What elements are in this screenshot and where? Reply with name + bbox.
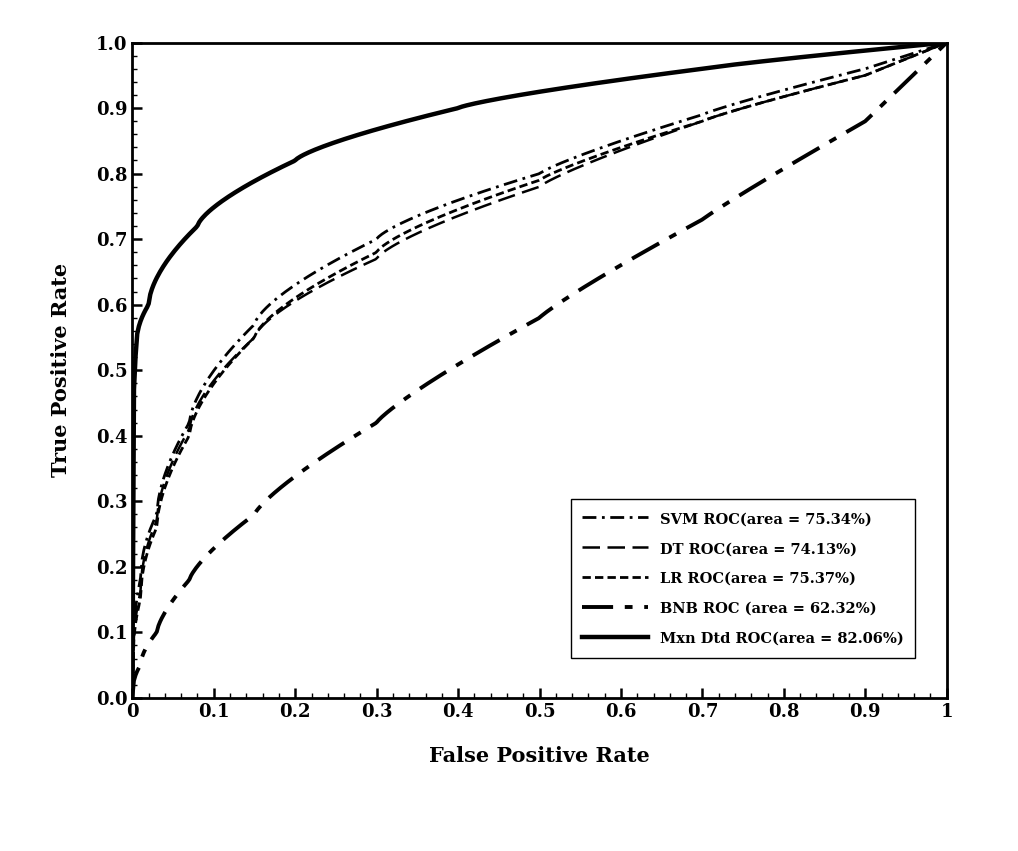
SVM ROC(area = 75.34%) [921,43,934,54]
Line: BNB ROC (area = 62.32%): BNB ROC (area = 62.32%) [132,43,947,698]
Mxn Dtd ROC(area = 82.06%) [126,693,138,703]
SVM ROC(area = 75.34%) [941,37,953,48]
Mxn Dtd ROC(area = 82.06%) [941,37,953,48]
Mxn Dtd ROC(area = 82.06%) [794,52,806,62]
DT ROC(area = 74.13%) [513,188,525,198]
DT ROC(area = 74.13%) [567,164,579,174]
LR ROC(area = 75.37%) [611,144,623,154]
Y-axis label: True Positive Rate: True Positive Rate [51,263,71,477]
BNB ROC (area = 62.32%) [126,693,138,703]
Legend: SVM ROC(area = 75.34%), DT ROC(area = 74.13%), LR ROC(area = 75.37%), BNB ROC (a: SVM ROC(area = 75.34%), DT ROC(area = 74… [571,500,915,658]
DT ROC(area = 74.13%) [794,87,806,97]
Mxn Dtd ROC(area = 82.06%) [611,75,623,85]
BNB ROC (area = 62.32%) [518,321,530,331]
BNB ROC (area = 62.32%) [941,37,953,48]
Mxn Dtd ROC(area = 82.06%) [518,89,530,100]
LR ROC(area = 75.37%) [513,182,525,192]
Mxn Dtd ROC(area = 82.06%) [567,82,579,92]
SVM ROC(area = 75.34%) [611,137,623,147]
LR ROC(area = 75.37%) [794,87,806,97]
LR ROC(area = 75.37%) [126,693,138,703]
Line: SVM ROC(area = 75.34%): SVM ROC(area = 75.34%) [132,43,947,698]
X-axis label: False Positive Rate: False Positive Rate [430,745,649,766]
Mxn Dtd ROC(area = 82.06%) [513,90,525,100]
BNB ROC (area = 62.32%) [611,262,623,272]
SVM ROC(area = 75.34%) [126,693,138,703]
BNB ROC (area = 62.32%) [513,324,525,334]
BNB ROC (area = 62.32%) [794,154,806,164]
LR ROC(area = 75.37%) [941,37,953,48]
BNB ROC (area = 62.32%) [921,56,934,66]
Line: DT ROC(area = 74.13%): DT ROC(area = 74.13%) [132,43,947,698]
SVM ROC(area = 75.34%) [794,81,806,91]
Mxn Dtd ROC(area = 82.06%) [921,39,934,49]
DT ROC(area = 74.13%) [611,146,623,157]
BNB ROC (area = 62.32%) [567,289,579,300]
SVM ROC(area = 75.34%) [513,174,525,185]
LR ROC(area = 75.37%) [921,45,934,55]
DT ROC(area = 74.13%) [941,37,953,48]
Line: LR ROC(area = 75.37%): LR ROC(area = 75.37%) [132,43,947,698]
LR ROC(area = 75.37%) [567,160,579,170]
LR ROC(area = 75.37%) [518,180,530,191]
DT ROC(area = 74.13%) [921,45,934,55]
Line: Mxn Dtd ROC(area = 82.06%): Mxn Dtd ROC(area = 82.06%) [132,43,947,698]
DT ROC(area = 74.13%) [518,187,530,197]
DT ROC(area = 74.13%) [126,693,138,703]
SVM ROC(area = 75.34%) [567,153,579,163]
SVM ROC(area = 75.34%) [518,174,530,184]
